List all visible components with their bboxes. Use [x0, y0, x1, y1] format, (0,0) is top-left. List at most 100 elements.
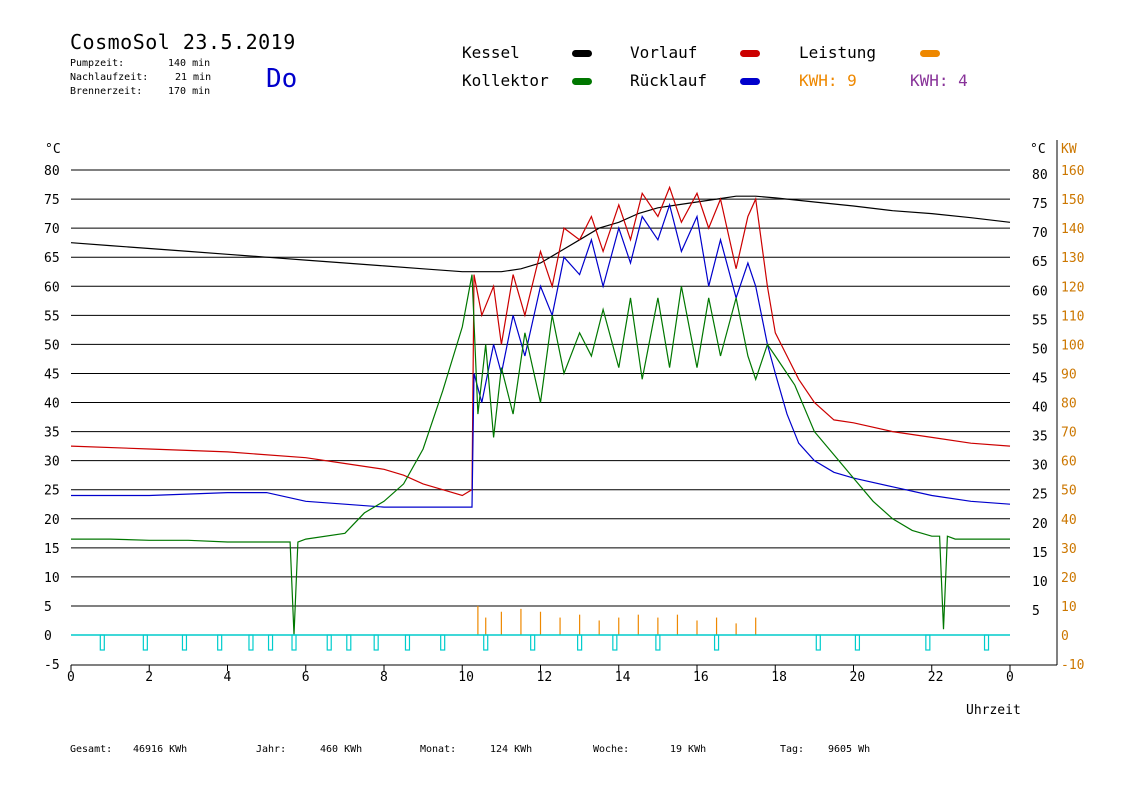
pump-pulse	[483, 634, 489, 651]
legend-kessel-swatch	[572, 50, 592, 57]
x-tick-label: 10	[458, 670, 474, 685]
pump-pulse	[854, 634, 861, 651]
legend-ruecklauf-swatch	[740, 78, 760, 85]
y-tick-right-kw: 90	[1061, 367, 1077, 382]
y-axis-label-right-kw: KW	[1061, 142, 1077, 157]
nach-label: Nachlaufzeit:	[70, 72, 149, 83]
y-tick-left: 35	[44, 426, 60, 441]
series-kollektor	[71, 274, 1010, 636]
y-tick-left: 5	[44, 600, 52, 615]
pump-pulse	[99, 634, 105, 651]
y-tick-right-c: 45	[1032, 371, 1048, 386]
y-tick-right-c: 5	[1032, 604, 1040, 619]
pump-pulse	[373, 634, 379, 651]
x-tick-label: 2	[145, 670, 153, 685]
y-tick-left: 15	[44, 542, 60, 557]
y-tick-left: 20	[44, 513, 60, 528]
y-tick-right-c: 50	[1032, 342, 1048, 357]
y-axis-label-left: °C	[45, 142, 61, 157]
footer-tag-label: Tag:	[780, 744, 805, 755]
legend-kollektor: Kollektor	[462, 71, 549, 90]
legend-ruecklauf: Rücklauf	[630, 71, 708, 90]
y-tick-right-c: 55	[1032, 313, 1048, 328]
pump-pulse	[346, 634, 352, 651]
y-tick-right-kw: 140	[1061, 222, 1084, 237]
y-tick-right-kw: 50	[1061, 484, 1077, 499]
x-tick-label: 4	[224, 670, 232, 685]
pump-pulse	[577, 634, 583, 651]
pump-pulse	[530, 634, 536, 651]
x-tick-label: 0	[1006, 670, 1014, 685]
x-tick-label: 8	[380, 670, 388, 685]
y-tick-right-kw: 0	[1061, 629, 1069, 644]
pump-pulse	[248, 634, 254, 651]
footer-tag-value: 9605 Wh	[828, 744, 871, 755]
y-tick-left: 40	[44, 397, 60, 412]
y-tick-left: 10	[44, 571, 60, 586]
legend-kessel: Kessel	[462, 43, 520, 62]
y-tick-left: 70	[44, 222, 60, 237]
weekday-label: Do	[266, 64, 298, 94]
legend-leistung: Leistung	[799, 43, 877, 62]
y-tick-right-kw: 150	[1061, 193, 1084, 208]
y-tick-right-kw: 60	[1061, 455, 1077, 470]
y-tick-left: 55	[44, 309, 60, 324]
pump-pulse	[291, 634, 297, 651]
y-tick-left: 25	[44, 484, 60, 499]
legend-vorlauf-swatch	[740, 50, 760, 57]
y-tick-right-c: 25	[1032, 488, 1048, 503]
brenner-label: Brennerzeit:	[70, 86, 143, 97]
footer-gesamt-value: 46916 KWh	[133, 744, 188, 755]
y-tick-right-kw: -10	[1061, 658, 1084, 673]
brenner-value: 170 min	[168, 86, 211, 97]
y-tick-left: 65	[44, 251, 60, 266]
x-tick-label: 22	[928, 670, 944, 685]
y-tick-left: 45	[44, 367, 60, 382]
tick-labels: 80757065605550454035302520151050-5807570…	[44, 164, 1084, 685]
y-tick-left: 30	[44, 455, 60, 470]
pump-pulse	[925, 634, 931, 651]
x-tick-label: 16	[693, 670, 709, 685]
y-tick-right-kw: 30	[1061, 542, 1077, 557]
x-tick-label: 6	[302, 670, 310, 685]
y-tick-left: 80	[44, 164, 60, 179]
y-tick-right-kw: 80	[1061, 397, 1077, 412]
pump-pulse	[983, 634, 990, 651]
y-tick-right-c: 60	[1032, 284, 1048, 299]
footer-jahr-value: 460 KWh	[320, 744, 363, 755]
pump-pulse	[655, 634, 661, 651]
y-tick-right-c: 10	[1032, 575, 1048, 590]
footer-monat-value: 124 KWh	[490, 744, 533, 755]
pump-label: Pumpzeit:	[70, 58, 125, 69]
pump-value: 140 min	[168, 58, 211, 69]
y-tick-right-c: 20	[1032, 517, 1048, 532]
legend-kwh-1: KWH: 9	[799, 71, 857, 90]
footer-gesamt-label: Gesamt:	[70, 744, 113, 755]
pump-pulse	[217, 634, 223, 651]
pump-pulse	[612, 634, 618, 651]
series-lines	[70, 185, 1011, 636]
x-tick-label: 20	[850, 670, 866, 685]
footer-woche-label: Woche:	[593, 744, 630, 755]
y-tick-right-kw: 10	[1061, 600, 1077, 615]
y-tick-right-kw: 20	[1061, 571, 1077, 586]
y-tick-right-c: 75	[1032, 197, 1048, 212]
y-tick-right-kw: 100	[1061, 338, 1084, 353]
pump-pulses	[71, 634, 1010, 651]
footer-woche-value: 19 KWh	[670, 744, 707, 755]
pump-pulse	[326, 634, 332, 651]
pump-pulse	[181, 634, 188, 651]
y-tick-left: 75	[44, 193, 60, 208]
legend-vorlauf: Vorlauf	[630, 43, 698, 62]
pump-pulse	[404, 634, 411, 651]
series-ruecklauf	[71, 202, 1011, 508]
y-tick-right-kw: 110	[1061, 309, 1084, 324]
y-tick-right-c: 30	[1032, 459, 1048, 474]
y-axis-label-right-c: °C	[1030, 142, 1046, 157]
y-tick-right-kw: 70	[1061, 426, 1077, 441]
legend-kwh-2: KWH: 4	[910, 71, 968, 90]
y-tick-right-c: 15	[1032, 546, 1048, 561]
chart-title: CosmoSol 23.5.2019	[70, 30, 296, 54]
pump-pulse	[267, 634, 274, 651]
